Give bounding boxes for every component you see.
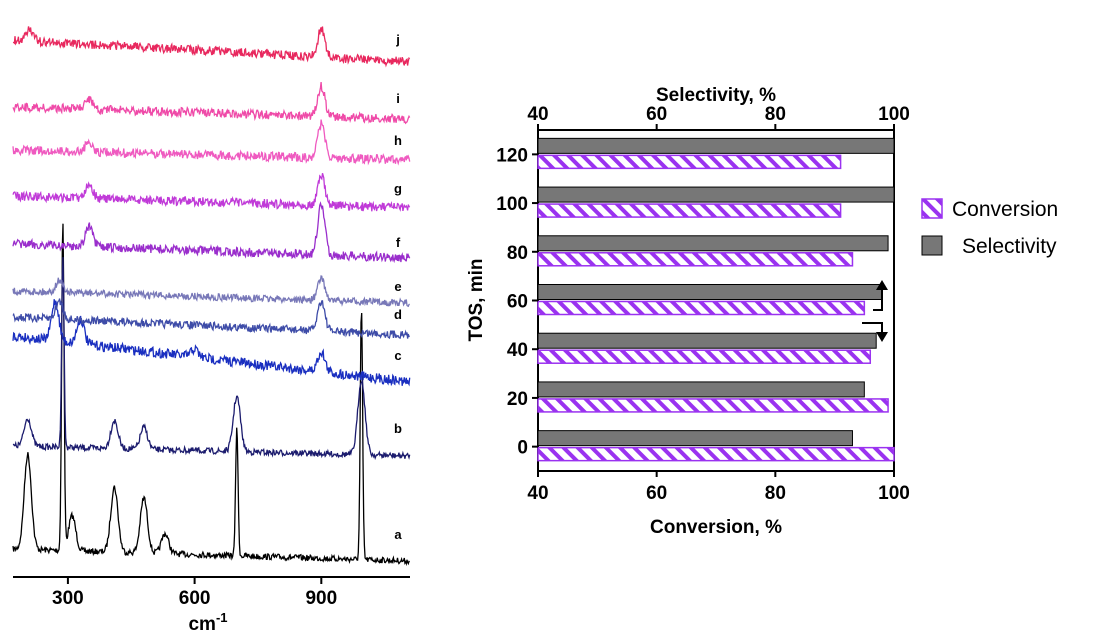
spectra-x-ticks: 300 600 900: [52, 577, 337, 609]
spectra-panel: a b c de f g h i j 300 600 900 cm-1: [12, 26, 411, 635]
spectra-x-axis-title-exponent: -1: [216, 610, 228, 625]
bar-chart-bottom-x-ticks: 40 60 80 100: [527, 471, 910, 504]
spectrum-line-e: [12, 275, 410, 308]
spectrum-label-c: c: [394, 348, 401, 363]
bar-y-tick-label-0: 0: [517, 438, 528, 459]
spectrum-line-h: [12, 119, 411, 166]
bar-bottom-tick-label-80: 80: [765, 483, 786, 504]
bar-conversion-0: [537, 446, 895, 462]
bar-chart-y-ticks: 0 20 40 60 80 100 120: [496, 145, 538, 459]
spectrum-line-c: [12, 299, 411, 387]
bar-selectivity-20: [537, 381, 865, 398]
spectrum-label-d: d: [394, 307, 402, 322]
bar-selectivity-60: [537, 284, 883, 300]
spectra-tick-label-300: 300: [52, 588, 84, 609]
spectra-x-axis-title: cm-1: [188, 610, 227, 635]
bar-chart-legend: Conversion Selectivity: [921, 198, 1058, 258]
bar-selectivity-40: [537, 332, 877, 349]
bar-bottom-tick-label-40: 40: [527, 483, 548, 504]
bar-conversion-40: [537, 349, 872, 364]
bar-chart-top-axis-title: Selectivity, %: [656, 85, 776, 106]
bar-conversion-80: [537, 252, 854, 267]
spectra-curves: [12, 26, 411, 567]
legend-swatch-conversion: [921, 198, 943, 219]
bar-y-tick-label-120: 120: [496, 145, 528, 166]
spectrum-line-j: [12, 26, 411, 68]
bar-conversion-20: [537, 398, 889, 413]
bar-top-tick-label-80: 80: [765, 104, 786, 125]
spectrum-line-f: [12, 201, 411, 264]
spectrum-line-g: [12, 173, 411, 212]
spectrum-line-b: [12, 257, 411, 461]
legend-label-selectivity: Selectivity: [962, 235, 1057, 258]
bar-y-tick-label-80: 80: [507, 243, 528, 264]
spectrum-line-a: [12, 223, 410, 567]
bar-chart-bottom-axis-title: Conversion, %: [650, 517, 782, 538]
spectrum-line-d: [12, 298, 410, 340]
bar-y-tick-label-20: 20: [507, 389, 528, 410]
spectrum-label-g: g: [394, 181, 402, 196]
spectra-curve-labels: a b c de f g h i j: [394, 32, 402, 542]
legend-swatch-selectivity: [921, 235, 943, 256]
bar-top-tick-label-60: 60: [646, 104, 667, 125]
spectra-x-axis-title-unit: cm: [188, 614, 215, 635]
bar-chart-frame: [537, 129, 895, 472]
bar-chart-top-x-ticks: 40 60 80 100: [527, 104, 910, 130]
bar-conversion-120: [537, 154, 842, 170]
spectra-tick-label-900: 900: [305, 588, 337, 609]
selectivity-axis-arrow: [873, 287, 883, 311]
down-arrowhead-icon: [876, 332, 888, 342]
bar-selectivity-80: [537, 235, 889, 252]
spectra-tick-label-600: 600: [179, 588, 211, 609]
spectrum-label-h: h: [394, 133, 402, 148]
bar-selectivity-0: [537, 430, 853, 447]
bar-chart-panel: 0 20 40 60 80 100 120 40 60 80 100 40 60 80 100 Sele…: [466, 85, 1058, 538]
spectrum-label-b: b: [394, 421, 402, 436]
bar-selectivity-100: [537, 186, 895, 203]
bar-conversion-60: [537, 300, 866, 316]
bar-bottom-tick-label-60: 60: [646, 483, 667, 504]
spectrum-line-i: [12, 82, 411, 125]
up-arrowhead-icon: [876, 280, 888, 290]
bar-top-tick-label-40: 40: [527, 104, 548, 125]
axis-indicator-arrows: [862, 280, 888, 342]
bar-y-tick-label-100: 100: [496, 194, 528, 215]
bar-top-tick-label-100: 100: [878, 104, 910, 125]
bar-y-tick-label-60: 60: [507, 292, 528, 313]
bar-chart-bars: [537, 137, 895, 462]
spectrum-label-a: a: [394, 527, 402, 542]
spectrum-label-e: e: [394, 279, 401, 294]
spectrum-label-j: j: [395, 32, 400, 47]
legend-label-conversion: Conversion: [952, 198, 1058, 221]
spectrum-label-i: i: [396, 91, 400, 106]
bar-y-tick-label-40: 40: [507, 340, 528, 361]
conversion-axis-arrow: [862, 322, 883, 334]
bar-chart-y-axis-title: TOS, min: [466, 258, 487, 341]
bar-selectivity-120: [537, 137, 895, 154]
spectrum-label-f: f: [396, 235, 401, 250]
bar-conversion-100: [537, 203, 842, 218]
bar-bottom-tick-label-100: 100: [878, 483, 910, 504]
